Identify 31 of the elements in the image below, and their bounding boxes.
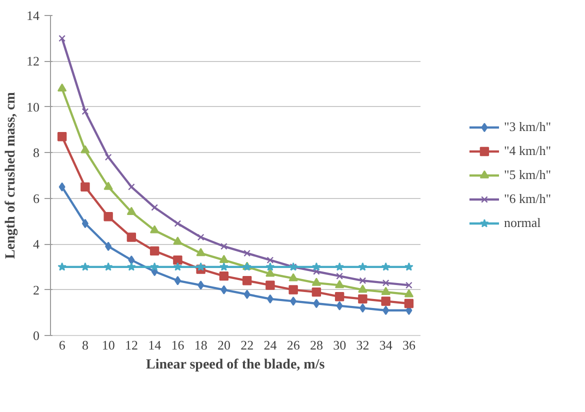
- y-tick-label: 6: [33, 190, 40, 206]
- y-tick-label: 12: [26, 54, 40, 69]
- legend-label: "4 km/h": [504, 143, 552, 159]
- x-tick-label: 6: [58, 338, 66, 352]
- x-axis-title: Linear speed of the blade, m/s: [146, 358, 326, 372]
- legend-label: normal: [504, 215, 541, 231]
- y-tick-label: 8: [33, 145, 40, 160]
- legend-label: "6 km/h": [504, 191, 552, 207]
- x-tick-label: 32: [356, 338, 370, 352]
- x-tick-label: 34: [379, 338, 393, 352]
- x-tick-label: 10: [102, 338, 115, 352]
- x-tick-label: 18: [194, 338, 208, 352]
- y-tick-label: 4: [33, 236, 40, 252]
- x-tick-label: 30: [333, 338, 346, 352]
- x-tick-label: 22: [240, 338, 254, 352]
- legend-label: "3 km/h": [504, 119, 552, 135]
- x-tick-label: 14: [148, 338, 162, 352]
- x-tick-label: 8: [82, 338, 88, 352]
- y-tick-label: 2: [33, 282, 40, 298]
- x-tick-label: 16: [171, 338, 185, 352]
- y-tick-label: 10: [26, 99, 40, 114]
- x-tick-label: 24: [264, 338, 278, 352]
- x-tick-label: 26: [286, 338, 300, 352]
- y-tick-label: 14: [26, 8, 40, 23]
- x-tick-label: 28: [310, 338, 323, 352]
- x-tick-label: 20: [217, 338, 230, 352]
- y-tick-label: 0: [33, 328, 40, 343]
- legend-label: "5 km/h": [504, 167, 552, 183]
- x-tick-label: 12: [124, 338, 138, 352]
- x-tick-label: 36: [402, 338, 416, 352]
- y-axis-title: Length of crushed mass, cm: [4, 92, 18, 259]
